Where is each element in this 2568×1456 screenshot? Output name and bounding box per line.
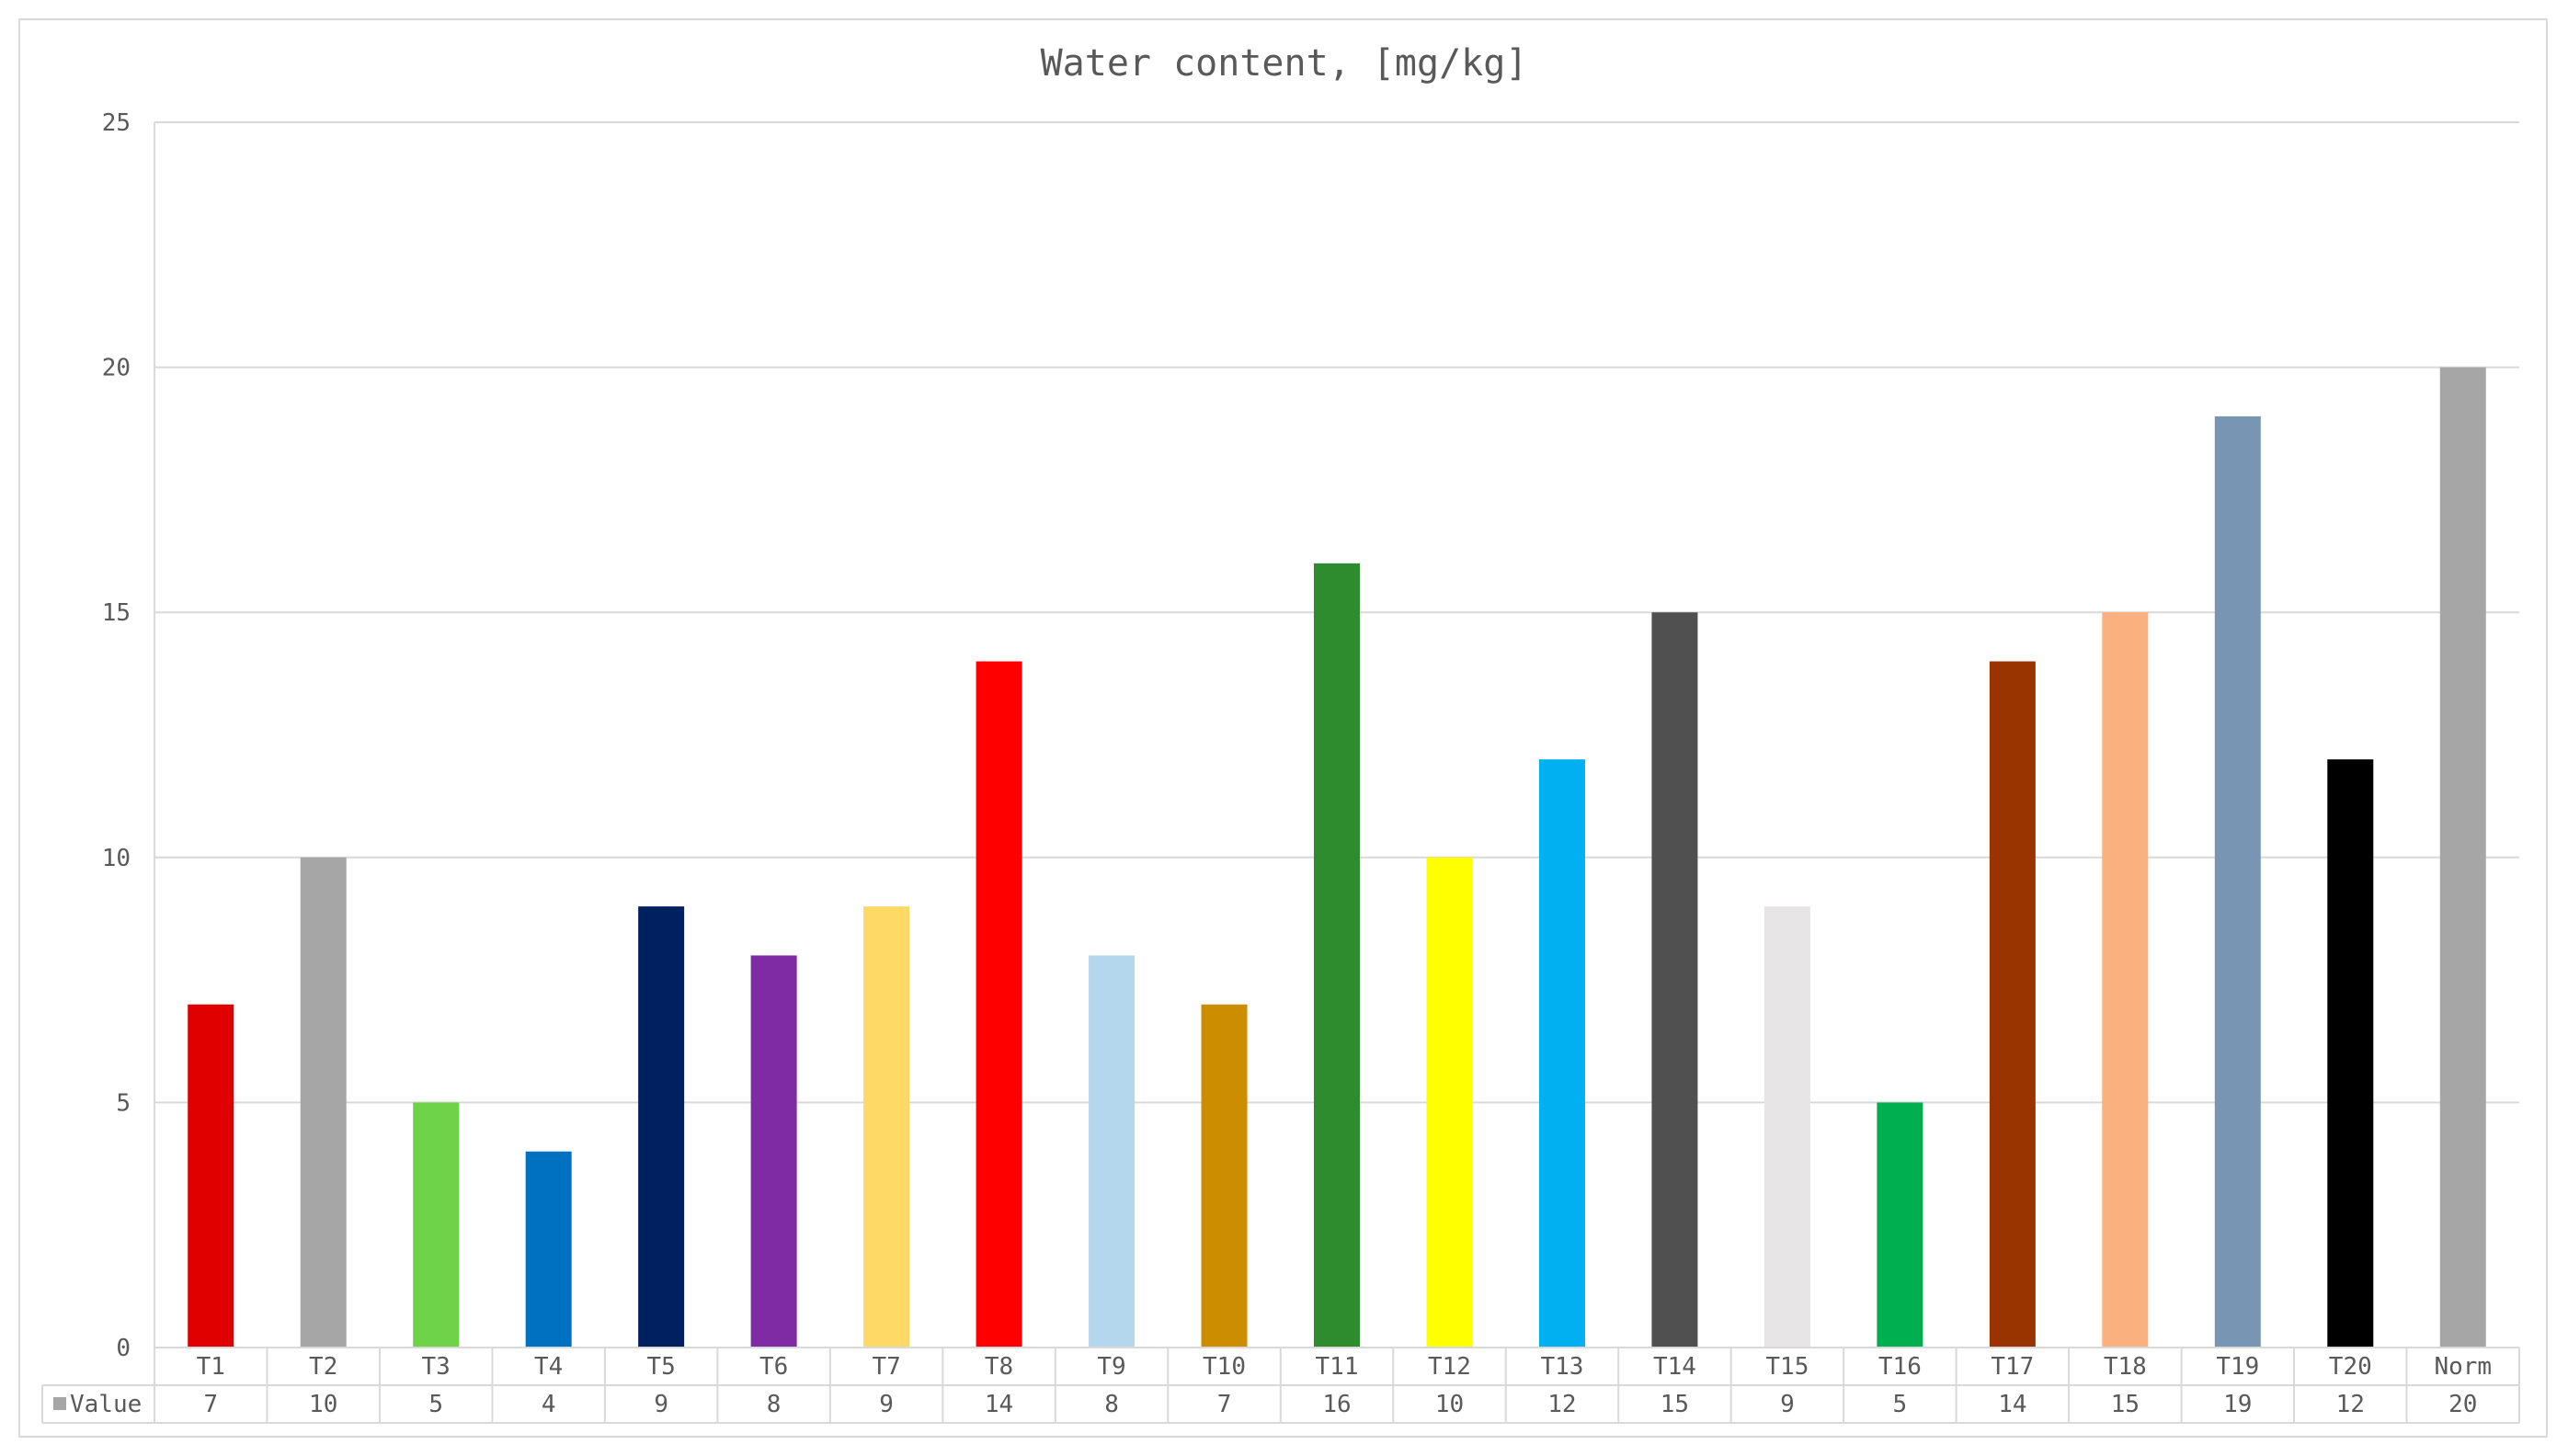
- data-label: 8: [767, 1391, 782, 1418]
- data-label: 14: [985, 1391, 1013, 1418]
- data-label: 15: [2111, 1391, 2140, 1418]
- data-label: 10: [309, 1391, 337, 1418]
- x-tick-label: Norm: [2434, 1353, 2492, 1381]
- data-label: 10: [1435, 1391, 1464, 1418]
- bar-t3: [413, 1102, 460, 1348]
- bar-t1: [188, 1004, 234, 1348]
- data-label: 20: [2448, 1391, 2477, 1418]
- x-tick-label: T1: [197, 1353, 225, 1381]
- x-tick-label: T16: [1878, 1353, 1922, 1381]
- x-tick-label: T12: [1428, 1353, 1471, 1381]
- data-label: 9: [654, 1391, 668, 1418]
- x-tick-label: T11: [1316, 1353, 1359, 1381]
- bar-t11: [1314, 563, 1360, 1348]
- x-tick-label: T4: [534, 1353, 563, 1381]
- data-label: 4: [542, 1391, 556, 1418]
- data-label: 8: [1104, 1391, 1119, 1418]
- data-label: 19: [2223, 1391, 2252, 1418]
- x-tick-label: T15: [1765, 1353, 1809, 1381]
- legend-label-value: Value: [70, 1391, 142, 1418]
- x-tick-label: T5: [646, 1353, 675, 1381]
- bar-norm: [2439, 367, 2486, 1348]
- x-tick-label: T3: [422, 1353, 451, 1381]
- bar-t6: [750, 955, 797, 1348]
- bar-t12: [1426, 857, 1473, 1348]
- bar-t7: [863, 906, 910, 1348]
- bar-t2: [300, 857, 347, 1348]
- x-tick-label: T9: [1097, 1353, 1125, 1381]
- x-tick-label: T19: [2216, 1353, 2259, 1381]
- x-tick-label: T6: [759, 1353, 788, 1381]
- data-label: 7: [203, 1391, 218, 1418]
- x-tick-label: T20: [2329, 1353, 2372, 1381]
- data-label: 5: [1893, 1391, 1908, 1418]
- data-label: 16: [1322, 1391, 1351, 1418]
- x-tick-label: T13: [1540, 1353, 1583, 1381]
- y-tick-label: 0: [116, 1335, 131, 1362]
- x-tick-label: T17: [1991, 1353, 2034, 1381]
- data-label: 14: [1998, 1391, 2026, 1418]
- x-tick-label: T8: [985, 1353, 1013, 1381]
- data-label: 9: [1780, 1391, 1795, 1418]
- bar-t17: [1989, 661, 2036, 1348]
- data-label: 12: [1547, 1391, 1576, 1418]
- y-tick-label: 5: [116, 1089, 131, 1117]
- data-label: 7: [1217, 1391, 1232, 1418]
- x-tick-label: T10: [1203, 1353, 1246, 1381]
- x-tick-label: T2: [309, 1353, 337, 1381]
- legend-key-value: [53, 1397, 66, 1410]
- x-tick-label: T7: [872, 1353, 900, 1381]
- y-tick-label: 15: [102, 599, 131, 627]
- y-tick-label: 20: [102, 355, 131, 382]
- x-tick-label: T14: [1653, 1353, 1696, 1381]
- bar-t14: [1651, 612, 1698, 1348]
- bar-t18: [2102, 612, 2149, 1348]
- y-tick-label: 10: [102, 845, 131, 872]
- data-label: 5: [428, 1391, 443, 1418]
- bar-t20: [2327, 759, 2374, 1348]
- data-label: 15: [1661, 1391, 1689, 1418]
- bar-t16: [1877, 1102, 1923, 1348]
- chart-title: Water content, [mg/kg]: [1040, 42, 1528, 85]
- data-label: 12: [2336, 1391, 2365, 1418]
- bar-t8: [976, 661, 1022, 1348]
- x-tick-label: T18: [2104, 1353, 2147, 1381]
- bar-t15: [1763, 906, 1810, 1348]
- bar-t9: [1089, 955, 1136, 1348]
- bar-t4: [525, 1151, 572, 1348]
- bar-t10: [1201, 1004, 1248, 1348]
- bar-t13: [1538, 759, 1585, 1348]
- data-label: 9: [879, 1391, 894, 1418]
- y-tick-label: 25: [102, 109, 131, 137]
- bar-t19: [2214, 415, 2261, 1348]
- bar-t5: [638, 906, 685, 1348]
